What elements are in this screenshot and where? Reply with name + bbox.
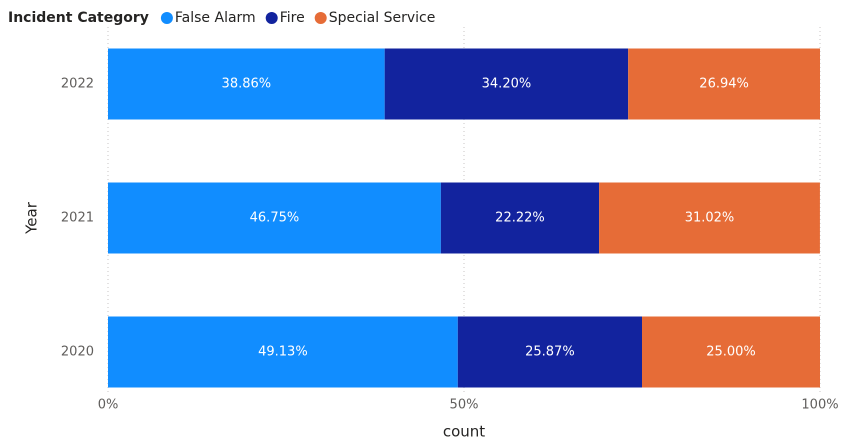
data-label: 34.20%	[482, 77, 532, 92]
legend-title: Incident Category	[8, 10, 149, 26]
bar-segment	[108, 182, 441, 254]
data-label: 46.75%	[250, 211, 300, 226]
data-label: 38.86%	[222, 77, 272, 92]
bar-segment	[457, 316, 642, 388]
data-label: 25.00%	[706, 345, 756, 360]
x-axis-title: count	[443, 423, 485, 441]
legend-label: False Alarm	[175, 10, 256, 26]
bar-segment	[628, 48, 820, 120]
bar-segment	[440, 182, 600, 254]
data-label: 22.22%	[495, 211, 545, 226]
y-tick-label: 2020	[61, 345, 94, 360]
legend-label: Fire	[280, 10, 305, 26]
data-label: 31.02%	[685, 211, 735, 226]
y-axis-title: Year	[23, 201, 41, 235]
bar-segment	[599, 182, 820, 254]
x-tick-label: 50%	[450, 398, 479, 413]
x-tick-label: 100%	[801, 398, 838, 413]
y-tick-label: 2022	[61, 77, 94, 92]
bar-segment	[642, 316, 820, 388]
y-tick-label: 2021	[61, 211, 94, 226]
data-label: 49.13%	[258, 345, 308, 360]
legend-label: Special Service	[329, 10, 436, 26]
legend-marker	[314, 12, 327, 24]
legend-marker	[160, 12, 173, 24]
legend-marker	[265, 12, 278, 24]
bar-segment	[108, 48, 385, 120]
data-label: 26.94%	[699, 77, 749, 92]
bar-segment	[384, 48, 629, 120]
x-tick-label: 0%	[98, 398, 119, 413]
data-label: 25.87%	[525, 345, 575, 360]
bar-segment	[108, 316, 458, 388]
